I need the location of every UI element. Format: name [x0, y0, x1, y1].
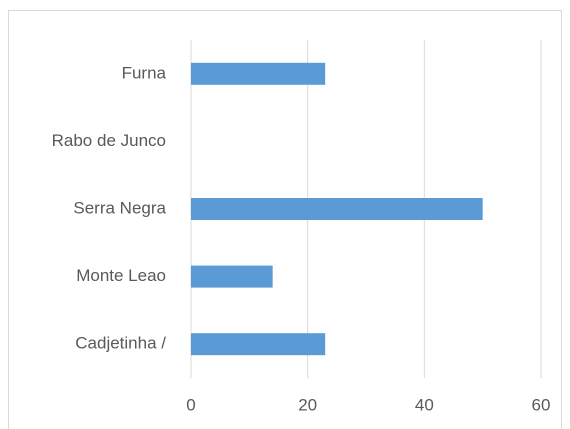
y-tick-label: Furna	[122, 63, 167, 82]
x-tick-label: 0	[186, 395, 195, 414]
y-tick-label: Serra Negra	[73, 198, 166, 217]
y-tick-label: Rabo de Junco	[52, 131, 166, 150]
bar	[191, 333, 326, 356]
y-tick-label: Cadjetinha /	[75, 334, 166, 353]
bar	[191, 265, 273, 288]
bar	[191, 62, 326, 85]
x-tick-label: 40	[415, 395, 434, 414]
x-tick-label: 60	[532, 395, 551, 414]
chart-border	[8, 10, 562, 429]
bar	[191, 198, 483, 220]
x-tick-label: 20	[298, 395, 317, 414]
y-tick-label: Monte Leao	[76, 266, 166, 285]
